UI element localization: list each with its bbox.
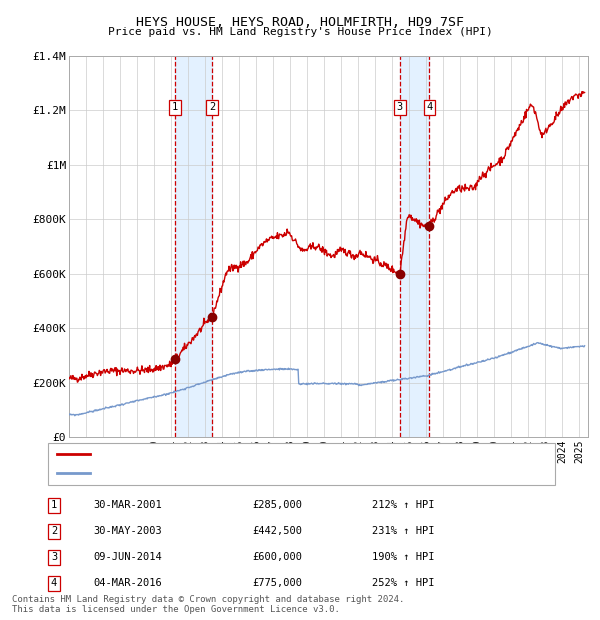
Text: HEYS HOUSE, HEYS ROAD, HOLMFIRTH, HD9 7SF: HEYS HOUSE, HEYS ROAD, HOLMFIRTH, HD9 7S… bbox=[136, 16, 464, 29]
Text: 30-MAY-2003: 30-MAY-2003 bbox=[93, 526, 162, 536]
Text: 2: 2 bbox=[51, 526, 57, 536]
Text: 212% ↑ HPI: 212% ↑ HPI bbox=[372, 500, 434, 510]
Text: 09-JUN-2014: 09-JUN-2014 bbox=[93, 552, 162, 562]
Text: £285,000: £285,000 bbox=[252, 500, 302, 510]
Text: 3: 3 bbox=[397, 102, 403, 112]
Text: £442,500: £442,500 bbox=[252, 526, 302, 536]
Text: 1: 1 bbox=[51, 500, 57, 510]
Text: 4: 4 bbox=[426, 102, 433, 112]
Text: 2: 2 bbox=[209, 102, 215, 112]
Text: 3: 3 bbox=[51, 552, 57, 562]
Text: This data is licensed under the Open Government Licence v3.0.: This data is licensed under the Open Gov… bbox=[12, 604, 340, 614]
Text: 4: 4 bbox=[51, 578, 57, 588]
Text: 231% ↑ HPI: 231% ↑ HPI bbox=[372, 526, 434, 536]
Text: Price paid vs. HM Land Registry's House Price Index (HPI): Price paid vs. HM Land Registry's House … bbox=[107, 27, 493, 37]
Text: 1: 1 bbox=[172, 102, 178, 112]
Text: 190% ↑ HPI: 190% ↑ HPI bbox=[372, 552, 434, 562]
Text: Contains HM Land Registry data © Crown copyright and database right 2024.: Contains HM Land Registry data © Crown c… bbox=[12, 595, 404, 604]
Bar bbox=[175, 56, 212, 437]
Text: 04-MAR-2016: 04-MAR-2016 bbox=[93, 578, 162, 588]
Text: HPI: Average price, detached house, Kirklees: HPI: Average price, detached house, Kirk… bbox=[96, 468, 355, 478]
Text: £600,000: £600,000 bbox=[252, 552, 302, 562]
Text: 252% ↑ HPI: 252% ↑ HPI bbox=[372, 578, 434, 588]
Text: 30-MAR-2001: 30-MAR-2001 bbox=[93, 500, 162, 510]
Text: £775,000: £775,000 bbox=[252, 578, 302, 588]
Bar bbox=[400, 56, 429, 437]
Text: HEYS HOUSE, HEYS ROAD, HOLMFIRTH, HD9 7SF (detached house): HEYS HOUSE, HEYS ROAD, HOLMFIRTH, HD9 7S… bbox=[96, 449, 437, 459]
